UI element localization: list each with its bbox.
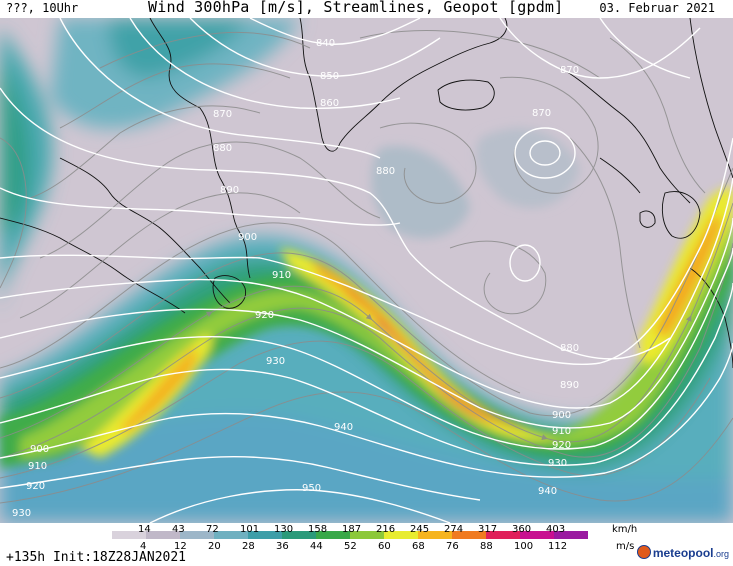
colorbar-ms-tick: 12: [174, 541, 187, 552]
colorbar-segment: [452, 531, 486, 539]
contour-label: 920: [26, 481, 45, 492]
colorbar-ms-tick: 60: [378, 541, 391, 552]
contour-label: 920: [552, 440, 571, 451]
colorbar-kmh-tick: 360: [512, 524, 532, 535]
colorbar-kmh-tick: 72: [206, 524, 219, 535]
colorbar-kmh-tick: 317: [478, 524, 498, 535]
colorbar-segment: [350, 531, 384, 539]
colorbar-kmh-tick: 130: [274, 524, 294, 535]
contour-labels: 840 850 860 870 880 890 900 910 920 930 …: [12, 38, 579, 519]
contour-label: 850: [320, 71, 339, 82]
colorbar-ms-tick: 88: [480, 541, 493, 552]
colorbar-segment: [520, 531, 554, 539]
colorbar-kmh-tick: 274: [444, 524, 464, 535]
colorbar-kmh-tick: 216: [376, 524, 396, 535]
colorbar-ms-tick: 100: [514, 541, 534, 552]
colorbar-segment: [486, 531, 520, 539]
colorbar-segment: [384, 531, 418, 539]
contour-label: 870: [213, 109, 232, 120]
weather-map: 840 850 860 870 880 890 900 910 920 930 …: [0, 18, 733, 523]
colorbar-kmh-tick: 245: [410, 524, 430, 535]
contour-label: 930: [548, 458, 567, 469]
colorbar-segment: [316, 531, 350, 539]
colorbar-kmh-tick: 403: [546, 524, 566, 535]
contour-label: 900: [30, 444, 49, 455]
contour-label: 900: [552, 410, 571, 421]
contour-label: 910: [272, 270, 291, 281]
map-title: Wind 300hPa [m/s], Streamlines, Geopot […: [148, 0, 564, 16]
colorbar-ms-tick: 20: [208, 541, 221, 552]
header: ???, 10Uhr Wind 300hPa [m/s], Streamline…: [0, 0, 733, 18]
meteopool-logo[interactable]: meteopool.org: [636, 545, 729, 560]
run-info: +135h Init:18Z28JAN2021: [6, 550, 187, 565]
logo-text: meteopool: [652, 546, 714, 560]
contour-label: 880: [376, 166, 395, 177]
contour-label: 920: [255, 310, 274, 321]
contour-label: 950: [302, 483, 321, 494]
contour-label: 890: [560, 380, 579, 391]
colorbar-kmh-tick: 187: [342, 524, 362, 535]
colorbar-segment: [282, 531, 316, 539]
colorbar-ms-tick: 112: [548, 541, 568, 552]
ms-unit: m/s: [616, 541, 635, 552]
forecast-time-label: ???, 10Uhr: [6, 1, 79, 15]
contour-label: 940: [538, 486, 557, 497]
colorbar-ms-tick: 4: [140, 541, 147, 552]
contour-label: 840: [316, 38, 335, 49]
logo-suffix: .org: [713, 549, 729, 559]
contour-label: 910: [552, 426, 571, 437]
colorbar-ms-tick: 52: [344, 541, 357, 552]
colorbar-kmh-tick: 14: [138, 524, 151, 535]
colorbar-ms-tick: 68: [412, 541, 425, 552]
kmh-unit: km/h: [612, 524, 638, 535]
colorbar-segment: [146, 531, 180, 539]
colorbar-segment: [248, 531, 282, 539]
contour-label: 870: [532, 108, 551, 119]
contour-label: 930: [12, 508, 31, 519]
colorbar-kmh-tick: 158: [308, 524, 328, 535]
contour-label: 880: [560, 343, 579, 354]
wind-speed-colorbar: [112, 531, 588, 539]
colorbar-kmh-tick: 43: [172, 524, 185, 535]
contour-label: 890: [220, 185, 239, 196]
logo-icon: [636, 545, 651, 559]
contour-label: 910: [28, 461, 47, 472]
streamlines: [0, 30, 733, 504]
contour-label: 900: [238, 232, 257, 243]
forecast-date: 03. Februar 2021: [599, 1, 715, 15]
contour-label: 880: [213, 143, 232, 154]
colorbar-segment: [214, 531, 248, 539]
colorbar-segment: [112, 531, 146, 539]
contour-label: 930: [266, 356, 285, 367]
colorbar-ms-tick: 76: [446, 541, 459, 552]
colorbar-ms-tick: 36: [276, 541, 289, 552]
contour-label: 940: [334, 422, 353, 433]
geopotential-contours: [0, 18, 733, 523]
contour-label: 860: [320, 98, 339, 109]
footer: 14 43 72 101 130 158 187 216 245 274 317 360 403 4 12…: [0, 523, 733, 566]
colorbar-segment: [554, 531, 588, 539]
colorbar-ms-tick: 44: [310, 541, 323, 552]
colorbar-segment: [180, 531, 214, 539]
colorbar-segment: [418, 531, 452, 539]
contour-label: 870: [560, 65, 579, 76]
colorbar-kmh-tick: 101: [240, 524, 260, 535]
colorbar-ms-tick: 28: [242, 541, 255, 552]
